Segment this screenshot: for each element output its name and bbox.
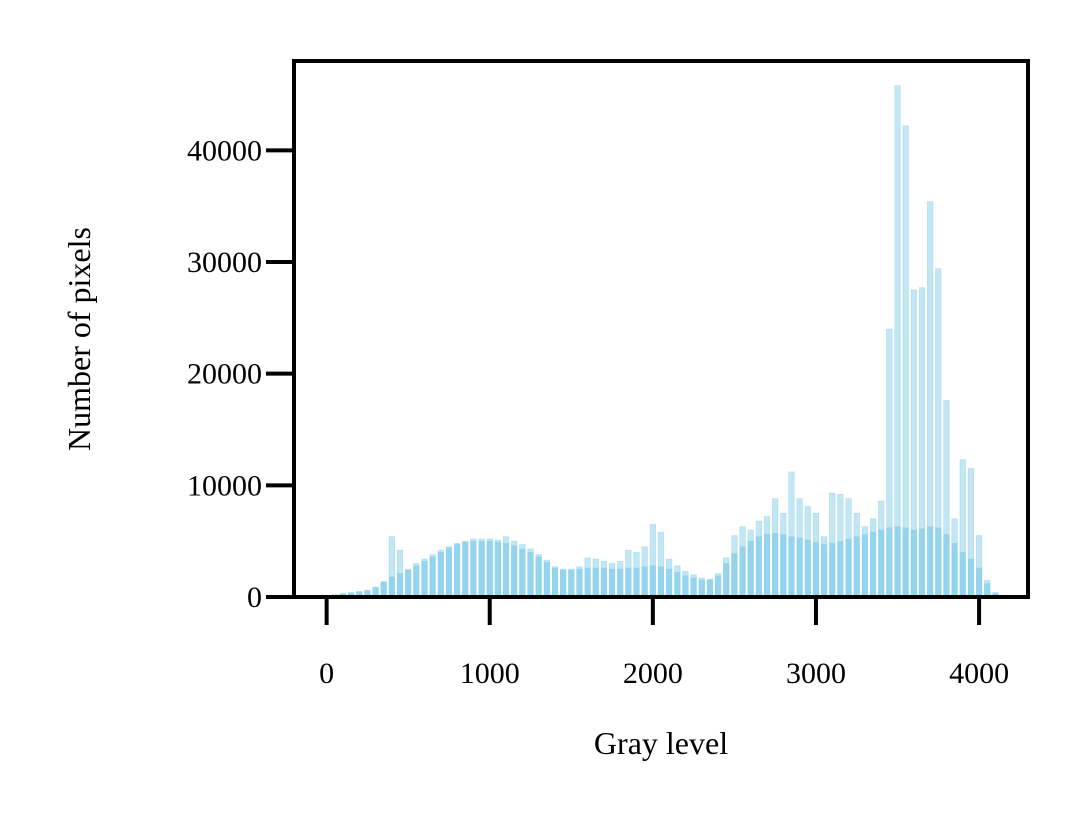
histogram-bar (739, 546, 746, 598)
x-tick-label: 3000 (786, 657, 846, 690)
histogram-bar (894, 85, 901, 598)
histogram-bar (902, 125, 909, 598)
histogram-bar (706, 579, 714, 598)
x-tick-label: 0 (319, 657, 334, 690)
histogram-bar (821, 544, 828, 598)
y-tick-label: 30000 (187, 246, 262, 279)
histogram-bar (437, 552, 444, 598)
y-tick-label: 10000 (187, 469, 262, 502)
histogram-bar (649, 565, 656, 598)
histogram-bar (935, 527, 942, 598)
histogram-bar (576, 568, 583, 598)
histogram-bar (511, 545, 518, 598)
bars-layer (331, 85, 999, 598)
histogram-bar (861, 534, 868, 598)
histogram-bar (951, 543, 958, 598)
histogram-bar (984, 583, 991, 598)
histogram-bar (943, 534, 950, 598)
y-tick-label: 0 (247, 581, 262, 614)
histogram-bar (470, 540, 477, 598)
histogram-bar (641, 566, 648, 598)
histogram-bar (551, 567, 559, 598)
histogram-bar (494, 541, 501, 598)
histogram-bar (657, 566, 665, 598)
histogram-bar (625, 567, 632, 598)
histogram-bar (421, 560, 428, 598)
y-tick-label: 20000 (187, 358, 262, 391)
histogram-bar (690, 577, 697, 598)
histogram-bar (543, 562, 550, 598)
histogram-bar (829, 543, 836, 598)
histogram-bar (975, 567, 983, 598)
y-axis: 0 10000 20000 30000 40000 (187, 134, 294, 614)
histogram-bar (967, 558, 974, 598)
histogram-bar (902, 527, 909, 598)
histogram-bar (486, 540, 493, 598)
histogram-bar (869, 531, 877, 598)
histogram-bar (755, 536, 762, 598)
histogram-bar (405, 569, 412, 598)
histogram-bar (723, 563, 730, 598)
y-axis-label: Number of pixels (61, 227, 97, 451)
histogram-series-1 (331, 526, 999, 598)
histogram-bar (380, 582, 387, 598)
histogram-bar (959, 552, 966, 598)
histogram-bar (845, 538, 852, 598)
histogram-bar (698, 579, 705, 598)
histogram-bar (894, 526, 901, 598)
histogram-bar (592, 567, 599, 598)
x-axis: 0 1000 2000 3000 4000 (319, 597, 1009, 690)
histogram-bar (796, 537, 803, 598)
histogram-bar (454, 544, 461, 598)
histogram-bar (600, 567, 607, 598)
histogram-bar (763, 534, 771, 598)
histogram-bar (772, 533, 779, 598)
histogram-bar (388, 576, 395, 598)
histogram-bar (910, 529, 917, 598)
histogram-bar (804, 539, 811, 598)
histogram-bar (462, 541, 469, 598)
histogram-bar (853, 536, 860, 598)
histogram-bar (584, 567, 591, 598)
histogram-bar (502, 543, 510, 598)
histogram-bar (788, 536, 795, 598)
x-tick-label: 1000 (460, 657, 520, 690)
histogram-bar (666, 568, 673, 598)
y-tick-label: 40000 (187, 134, 262, 167)
histogram-bar (837, 540, 844, 598)
x-tick-label: 4000 (949, 657, 1009, 690)
histogram-bar (429, 556, 436, 598)
histogram-bar (731, 553, 738, 598)
histogram-bar (878, 529, 885, 598)
x-tick-label: 2000 (623, 657, 683, 690)
histogram-bar (886, 527, 893, 598)
histogram-bar (927, 526, 934, 598)
histogram-bar (608, 568, 616, 598)
histogram-bar (568, 569, 575, 598)
x-axis-label: Gray level (594, 725, 728, 761)
histogram-bar (747, 540, 754, 598)
histogram-series-0 (331, 85, 999, 598)
histogram-bar (780, 534, 787, 598)
histogram-bar (535, 556, 542, 598)
histogram-bar (527, 552, 534, 598)
histogram-bar (715, 575, 722, 598)
histogram-bar (682, 575, 689, 598)
histogram-bar (445, 547, 453, 598)
histogram-bar (396, 573, 404, 598)
histogram-bar (413, 565, 420, 598)
histogram-bar (560, 569, 567, 598)
histogram-bar (519, 548, 526, 598)
histogram-bar (633, 567, 640, 598)
histogram-bar (674, 572, 681, 598)
plot-frame (292, 59, 1030, 599)
histogram-bar (812, 541, 820, 598)
histogram-bar (478, 540, 485, 598)
histogram-bar (617, 568, 624, 598)
histogram-bar (918, 528, 926, 598)
